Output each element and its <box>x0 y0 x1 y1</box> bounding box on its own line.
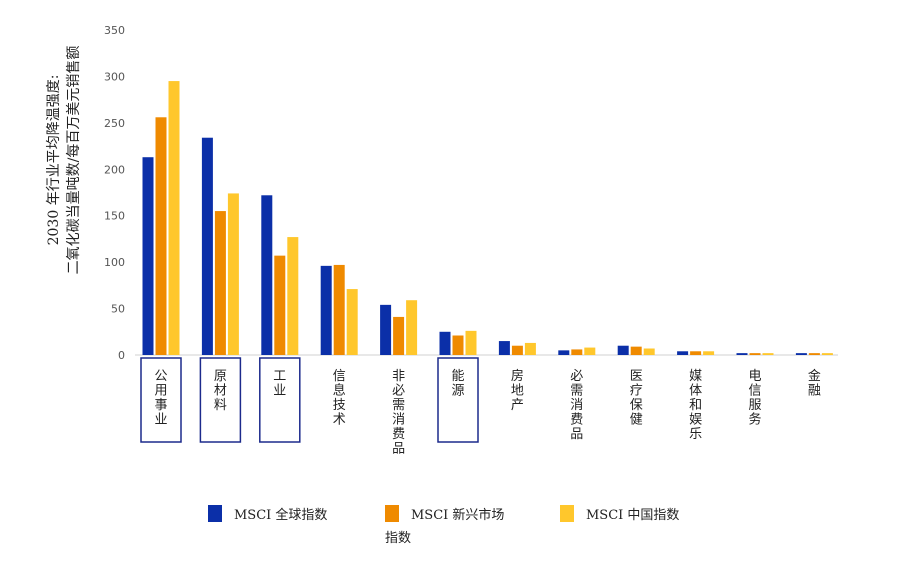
svg-text:工业: 工业 <box>273 369 286 399</box>
bar <box>808 353 820 355</box>
y-axis-ticks: 0 50 100 150 200 250 300 350 <box>104 24 125 362</box>
category-label: 医疗保健 <box>630 369 643 428</box>
bar <box>227 193 239 355</box>
category-label: 金融 <box>808 368 821 399</box>
category-label: 信息技术 <box>333 369 346 428</box>
svg-text:媒体和娱乐: 媒体和娱乐 <box>689 369 702 442</box>
category-label: 媒体和娱乐 <box>689 369 702 442</box>
bar <box>703 351 715 355</box>
y-tick-label: 300 <box>104 70 125 83</box>
svg-text:医疗保健: 医疗保健 <box>630 369 643 428</box>
y-axis-label: 2030 年行业平均降温强度: 二氧化碳当量吨数/每百万美元销售额 <box>46 46 82 275</box>
category-label: 必需消费品 <box>570 369 583 442</box>
y-tick-label: 200 <box>104 163 125 176</box>
bar <box>201 137 213 355</box>
bar <box>155 117 167 356</box>
bar <box>261 195 273 355</box>
svg-text:能源: 能源 <box>451 369 464 399</box>
category-label: 非必需消费品 <box>392 369 405 457</box>
y-tick-label: 150 <box>104 210 125 223</box>
svg-text:房地产: 房地产 <box>511 368 524 413</box>
bar <box>393 316 405 355</box>
bar <box>524 342 536 355</box>
legend-label-continued: 指数 <box>385 531 411 546</box>
bar <box>380 304 392 355</box>
legend-swatch <box>560 505 574 522</box>
legend-label: MSCI 新兴市场 <box>411 507 504 523</box>
highlight-box <box>199 357 242 443</box>
bars <box>142 81 833 356</box>
svg-text:必需消费品: 必需消费品 <box>570 369 583 442</box>
category-label: 房地产 <box>511 368 524 413</box>
y-axis-label-line: 2030 年行业平均降温强度: <box>46 75 62 246</box>
svg-text:公用事业: 公用事业 <box>154 369 167 428</box>
bar <box>511 345 523 355</box>
svg-text:信息技术: 信息技术 <box>333 369 346 428</box>
bar <box>762 353 774 355</box>
category-label: 能源 <box>437 357 479 443</box>
bar <box>320 265 332 355</box>
svg-text:原材料: 原材料 <box>214 369 227 413</box>
bar <box>584 347 596 355</box>
bar <box>498 341 510 355</box>
y-tick-label: 0 <box>118 349 125 362</box>
svg-text:非必需消费品: 非必需消费品 <box>392 369 405 457</box>
highlight-box <box>140 357 182 443</box>
bar <box>821 353 833 355</box>
bar <box>571 349 583 355</box>
bar <box>142 157 154 355</box>
bar <box>617 345 629 355</box>
category-label: 工业 <box>259 357 301 443</box>
bar <box>465 330 477 355</box>
svg-text:电信服务: 电信服务 <box>748 369 761 428</box>
legend-swatch <box>385 505 399 522</box>
y-tick-label: 250 <box>104 117 125 130</box>
bar <box>287 237 299 355</box>
bar <box>558 350 570 355</box>
y-tick-label: 50 <box>111 303 125 316</box>
bar <box>274 255 286 355</box>
bar <box>452 335 464 355</box>
category-label: 原材料 <box>199 357 242 443</box>
legend-swatch <box>208 505 222 522</box>
bar <box>406 300 418 355</box>
category-label: 公用事业 <box>140 357 182 443</box>
bar <box>630 346 642 355</box>
bar <box>795 353 807 355</box>
bar <box>643 348 655 355</box>
svg-text:金融: 金融 <box>808 368 821 399</box>
bar <box>439 331 451 355</box>
y-axis-label-line: 二氧化碳当量吨数/每百万美元销售额 <box>66 46 82 275</box>
category-labels: 公用事业 原材料 工业 信息技术 非必需消费品 能源 房地产 必需消费品 医疗保健 媒体和娱乐 电信… <box>140 357 821 457</box>
bar <box>168 81 180 356</box>
bar <box>333 264 345 355</box>
category-label: 电信服务 <box>748 369 761 428</box>
bar <box>214 211 226 355</box>
bar <box>690 351 702 355</box>
legend-label: MSCI 全球指数 <box>234 507 327 523</box>
legend-label: MSCI 中国指数 <box>586 508 679 523</box>
y-tick-label: 100 <box>104 256 125 269</box>
bar <box>346 289 358 355</box>
bar <box>736 353 748 355</box>
legend-item: MSCI 全球指数 <box>208 505 327 523</box>
y-tick-label: 350 <box>104 24 125 37</box>
legend-item: MSCI 中国指数 <box>560 505 679 523</box>
bar <box>677 351 689 355</box>
highlight-box <box>437 357 479 443</box>
bar <box>749 353 761 355</box>
highlight-box <box>259 357 301 443</box>
